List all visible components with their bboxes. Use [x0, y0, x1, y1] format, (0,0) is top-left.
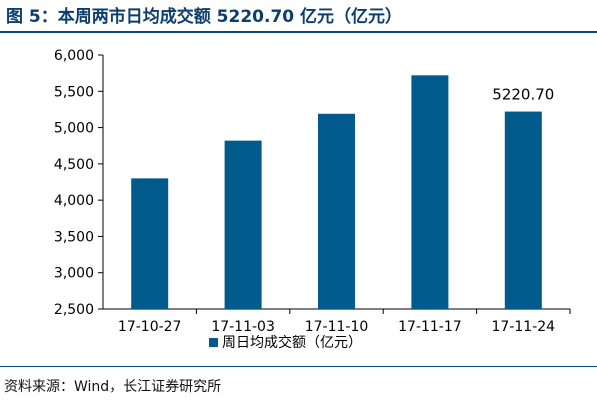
- y-tick-label: 3,500: [54, 229, 94, 245]
- bar: [224, 140, 262, 309]
- data-label: 5220.70: [492, 86, 554, 104]
- footer-rule: [0, 366, 597, 367]
- x-tick-label: 17-11-10: [305, 319, 369, 335]
- y-tick-label: 4,000: [54, 193, 94, 209]
- figure-title: 图 5：本周两市日均成交额 5220.70 亿元（亿元）: [6, 7, 403, 27]
- x-axis-ticks: 17-10-27 17-11-03 17-11-10 17-11-17 17-11-24: [118, 309, 571, 335]
- x-tick-label: 17-10-27: [118, 319, 182, 335]
- bar-chart: 2,500 3,000 3,500 4,000 4,500 5,000 5,500 6,000…: [54, 48, 571, 351]
- y-tick-label: 5,000: [54, 121, 94, 137]
- bars: [131, 75, 542, 309]
- legend-swatch: [209, 338, 218, 347]
- legend: 周日均成交额（亿元）: [209, 334, 362, 351]
- x-tick-label: 17-11-24: [492, 319, 556, 335]
- y-tick-label: 6,000: [54, 48, 94, 64]
- legend-label: 周日均成交额（亿元）: [222, 334, 362, 351]
- bar: [131, 178, 169, 309]
- y-tick-label: 4,500: [54, 157, 94, 173]
- y-tick-label: 2,500: [54, 302, 94, 318]
- bar: [411, 75, 449, 309]
- x-tick-label: 17-11-17: [398, 319, 462, 335]
- y-tick-label: 3,000: [54, 266, 94, 282]
- y-axis-ticks: 2,500 3,000 3,500 4,000 4,500 5,000 5,500 6,000: [54, 48, 103, 318]
- source-note: 资料来源：Wind，长江证券研究所: [4, 379, 222, 395]
- bar: [318, 113, 355, 309]
- y-tick-label: 5,500: [54, 84, 94, 100]
- data-labels: 5220.70: [492, 86, 554, 104]
- title-rule: [0, 31, 597, 33]
- x-tick-label: 17-11-03: [211, 319, 275, 335]
- bar: [504, 111, 542, 309]
